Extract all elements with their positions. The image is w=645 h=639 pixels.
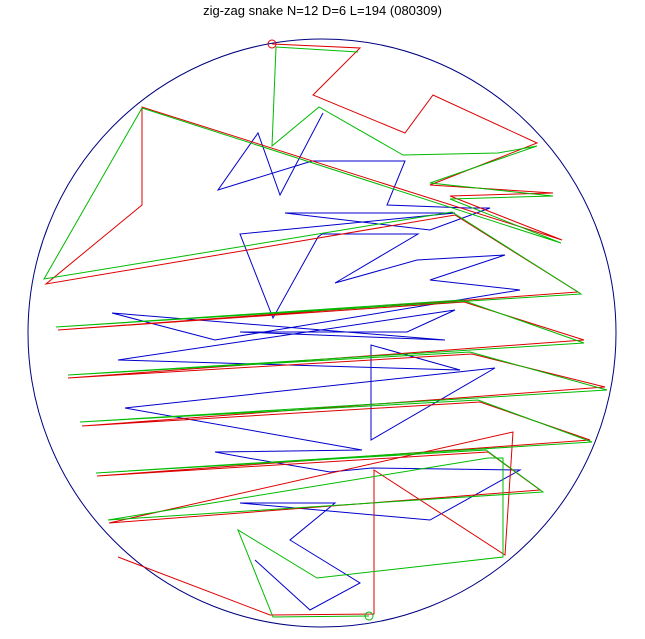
plot-title: zig-zag snake N=12 D=6 L=194 (080309) bbox=[203, 3, 442, 18]
blue-path bbox=[111, 112, 522, 611]
end-marker bbox=[364, 611, 374, 621]
boundary-circle bbox=[27, 38, 617, 628]
start-marker bbox=[267, 39, 277, 49]
green-path bbox=[43, 46, 608, 618]
